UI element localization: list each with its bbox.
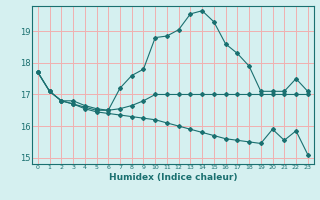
X-axis label: Humidex (Indice chaleur): Humidex (Indice chaleur)	[108, 173, 237, 182]
